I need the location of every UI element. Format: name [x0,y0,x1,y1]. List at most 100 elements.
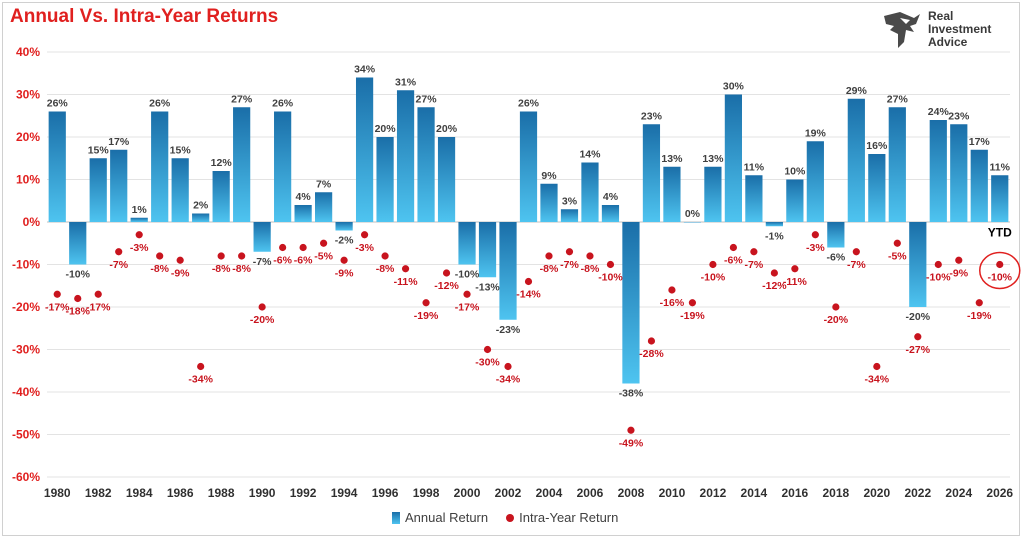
annual-return-label: 9% [541,170,557,182]
intra-year-label: -27% [906,344,931,356]
intra-year-dot [832,303,840,311]
intra-year-dot [422,299,430,307]
annual-return-bar [130,217,148,222]
intra-year-label: -17% [455,301,480,313]
annual-return-label: 27% [231,93,253,105]
intra-year-label: -6% [273,255,292,267]
annual-return-bar [376,137,394,222]
annual-return-bar [786,179,804,222]
annual-return-label: 4% [603,191,619,203]
annual-return-label: 3% [562,195,578,207]
intra-year-label: -18% [65,306,90,318]
annual-return-bar [89,158,107,222]
y-tick-label: -50% [12,428,40,442]
x-tick-label: 2000 [454,486,481,500]
x-tick-label: 2016 [782,486,809,500]
x-tick-label: 2010 [659,486,686,500]
intra-year-label: -14% [516,289,541,301]
y-tick-label: -20% [12,300,40,314]
x-tick-label: 2024 [945,486,972,500]
annual-return-bar [417,107,435,222]
annual-return-label: 7% [316,178,332,190]
y-tick-label: -10% [12,258,40,272]
annual-return-label: 20% [436,123,458,135]
intra-year-dot [94,290,102,298]
intra-year-dot [258,303,266,311]
intra-year-dot [586,252,594,260]
intra-year-label: -8% [212,263,231,275]
intra-year-dot [217,252,225,260]
intra-year-dot [565,248,574,256]
annual-return-label: 29% [846,85,868,97]
annual-return-label: 15% [170,144,192,156]
annual-return-label: 26% [47,98,69,110]
annual-return-label: 26% [272,98,294,110]
intra-year-label: -3% [130,242,149,254]
y-tick-label: 30% [16,88,40,102]
annual-return-label: -1% [765,230,784,242]
annual-return-bar [642,124,661,222]
annual-return-label: -13% [475,281,500,293]
intra-year-label: -19% [414,310,439,322]
annual-return-bar [970,149,988,222]
annual-return-label: -10% [455,269,480,281]
x-tick-label: 2008 [618,486,645,500]
intra-year-label: -7% [109,259,128,271]
annual-return-label: 0% [685,208,701,220]
annual-return-bars: 26%-10%15%17%1%26%15%2%12%27%-7%26%4%7%-… [47,64,1011,400]
intra-year-label: -19% [967,310,992,322]
intra-year-dot [463,290,471,298]
annual-return-label: -38% [619,388,644,400]
annual-return-bar [437,137,456,222]
annual-return-bar [847,98,865,222]
intra-year-label: -19% [680,310,705,322]
x-tick-label: 1998 [413,486,440,500]
annual-return-label: -23% [496,324,521,336]
x-tick-label: 2002 [495,486,522,500]
intra-year-label: -49% [619,437,644,449]
intra-year-label: -17% [86,301,111,313]
annual-return-label: 23% [948,110,970,122]
x-tick-label: 1992 [290,486,317,500]
eagle-icon [884,12,920,48]
intra-year-dot [156,252,164,260]
legend-intra-year-return: Intra-Year Return [506,510,618,525]
intra-year-dot [545,252,553,260]
annual-return-label: 10% [784,166,806,178]
annual-return-label: -6% [826,252,845,264]
annual-return-label: 4% [296,191,312,203]
x-tick-label: 1990 [249,486,276,500]
legend: Annual Return Intra-Year Return [392,510,618,525]
intra-year-dot [934,260,942,269]
intra-year-dot [401,265,410,273]
annual-return-label: 12% [211,157,233,169]
intra-year-dot [791,265,799,273]
intra-year-label: -9% [335,267,354,279]
legend-annual-return: Annual Return [392,510,488,525]
intra-year-label: -5% [314,250,333,262]
annual-return-bar [294,205,312,222]
annual-return-label: 34% [354,64,376,76]
intra-year-label: -9% [171,267,190,279]
intra-year-dot [340,256,348,264]
intra-year-dot [852,248,860,256]
y-tick-label: 20% [16,130,40,144]
annual-return-label: 26% [518,98,540,110]
annual-return-label: 30% [723,81,745,93]
intra-year-label: -6% [294,255,313,267]
annual-return-label: 1% [132,204,148,216]
intra-year-dot [115,248,123,256]
x-tick-label: 1988 [208,486,235,500]
intra-year-dot [483,345,492,354]
intra-year-label: -6% [724,255,743,267]
x-axis-ticks: 1980 1982 1984 1986 1988 1990 1992 1994 1996 1998… [44,486,1014,500]
legend-dot-swatch [506,513,515,522]
intra-year-label: -12% [762,280,787,292]
x-tick-label: 2012 [700,486,727,500]
annual-return-label: 17% [969,136,991,148]
intra-year-label: -8% [150,263,169,275]
intra-year-label: -9% [949,267,968,279]
annual-return-bar [212,171,230,222]
x-tick-label: 1982 [85,486,112,500]
